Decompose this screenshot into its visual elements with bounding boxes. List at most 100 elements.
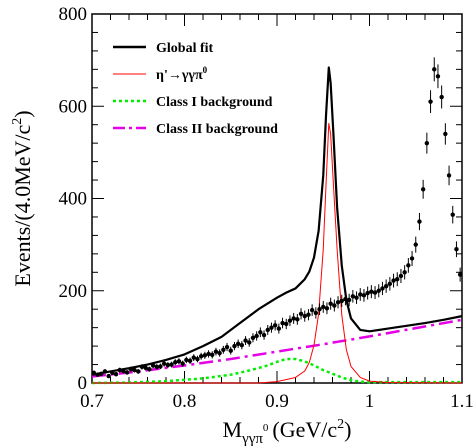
data-point — [161, 361, 167, 366]
data-point — [265, 327, 270, 333]
axis-ticks — [91, 13, 463, 384]
data-point — [317, 307, 322, 312]
data-point — [217, 350, 222, 356]
data-point — [398, 273, 404, 279]
legend: Global fit η'→γγπ0 Class I background Class… — [113, 41, 278, 137]
data-point — [95, 372, 100, 377]
data-point — [454, 247, 459, 252]
data-point — [432, 67, 437, 72]
data-points-layer — [91, 57, 463, 379]
data-point — [402, 270, 407, 275]
series-line-3 — [91, 318, 463, 378]
data-point — [117, 367, 122, 373]
data-point — [291, 316, 296, 321]
x-axis-title-unit-sup: 2 — [337, 417, 344, 432]
data-point — [232, 343, 237, 349]
data-point — [187, 358, 193, 364]
data-point — [180, 361, 185, 366]
data-point — [428, 99, 433, 104]
data-point — [132, 367, 137, 373]
y-tick-labels: 0 200 400 600 800 — [59, 4, 88, 394]
data-point — [110, 370, 115, 376]
data-point — [176, 359, 182, 364]
x-axis-title: Mγγπ0 (GeV/c2) — [223, 417, 352, 447]
x-tick-label: 1 — [365, 391, 375, 412]
data-point — [361, 293, 367, 298]
data-point — [113, 372, 119, 377]
data-point — [446, 173, 452, 178]
data-point — [406, 263, 411, 268]
data-point — [91, 370, 97, 376]
data-point — [272, 323, 278, 328]
data-point — [332, 303, 337, 308]
data-point — [280, 320, 285, 326]
series-line-1 — [92, 122, 463, 384]
data-point — [302, 313, 307, 319]
data-point — [191, 355, 196, 360]
data-point — [306, 312, 311, 317]
data-point — [128, 366, 134, 372]
x-tick-label: 0.7 — [80, 391, 104, 412]
plot-area — [91, 13, 463, 385]
y-tick-label: 200 — [59, 281, 88, 302]
data-point — [417, 219, 422, 224]
data-point — [295, 317, 300, 322]
y-axis-title: Events/(4.0MeV/c2) — [10, 110, 35, 286]
data-point — [339, 298, 344, 304]
data-point — [247, 340, 252, 345]
y-tick-label: 600 — [59, 96, 88, 117]
data-point — [383, 283, 389, 289]
data-point — [121, 368, 126, 374]
y-axis-title-sup: 2 — [10, 118, 25, 125]
data-point — [210, 352, 215, 358]
legend-label-text: η'→γγπ — [156, 68, 203, 83]
data-point — [261, 332, 267, 338]
data-point — [239, 342, 245, 348]
data-point — [335, 300, 341, 305]
data-point — [106, 373, 111, 379]
data-point — [450, 212, 455, 217]
data-point — [143, 365, 148, 370]
legend-label-text: Class I background — [156, 95, 273, 110]
data-point — [369, 289, 374, 294]
y-tick-label: 800 — [59, 4, 88, 25]
x-axis-title-unit-end: ) — [344, 417, 351, 442]
x-axis-title-sub: γγπ — [241, 431, 263, 447]
data-point — [424, 140, 430, 146]
data-point — [343, 296, 348, 302]
y-tick-label: 0 — [78, 373, 88, 394]
data-point — [309, 307, 315, 313]
data-point — [380, 286, 385, 291]
data-point — [202, 353, 208, 358]
data-point — [413, 242, 418, 247]
data-point — [147, 366, 152, 372]
x-tick-labels: 0.7 0.8 0.9 1 1.1 — [80, 391, 474, 412]
x-tick-label: 0.9 — [265, 391, 289, 412]
data-point — [365, 290, 370, 296]
data-point — [228, 348, 233, 353]
data-point — [258, 330, 263, 335]
data-point — [346, 297, 352, 303]
data-point — [102, 369, 108, 374]
data-point — [324, 306, 330, 311]
data-point — [298, 311, 304, 317]
data-point — [328, 301, 333, 306]
data-point — [195, 356, 200, 362]
data-point — [165, 362, 171, 368]
data-point — [358, 292, 363, 297]
data-point — [457, 272, 463, 277]
data-point — [150, 363, 156, 368]
data-point — [198, 354, 204, 359]
data-point — [439, 94, 444, 100]
x-axis-title-main: M — [223, 417, 243, 442]
data-point — [409, 256, 415, 261]
data-point — [154, 364, 159, 370]
data-point — [221, 347, 226, 352]
data-point — [387, 281, 393, 287]
data-point — [136, 369, 141, 374]
x-tick-label: 0.8 — [173, 391, 197, 412]
data-point — [350, 294, 356, 299]
data-point — [243, 338, 248, 343]
y-axis-title-main: Events/(4.0MeV/c — [10, 124, 35, 286]
